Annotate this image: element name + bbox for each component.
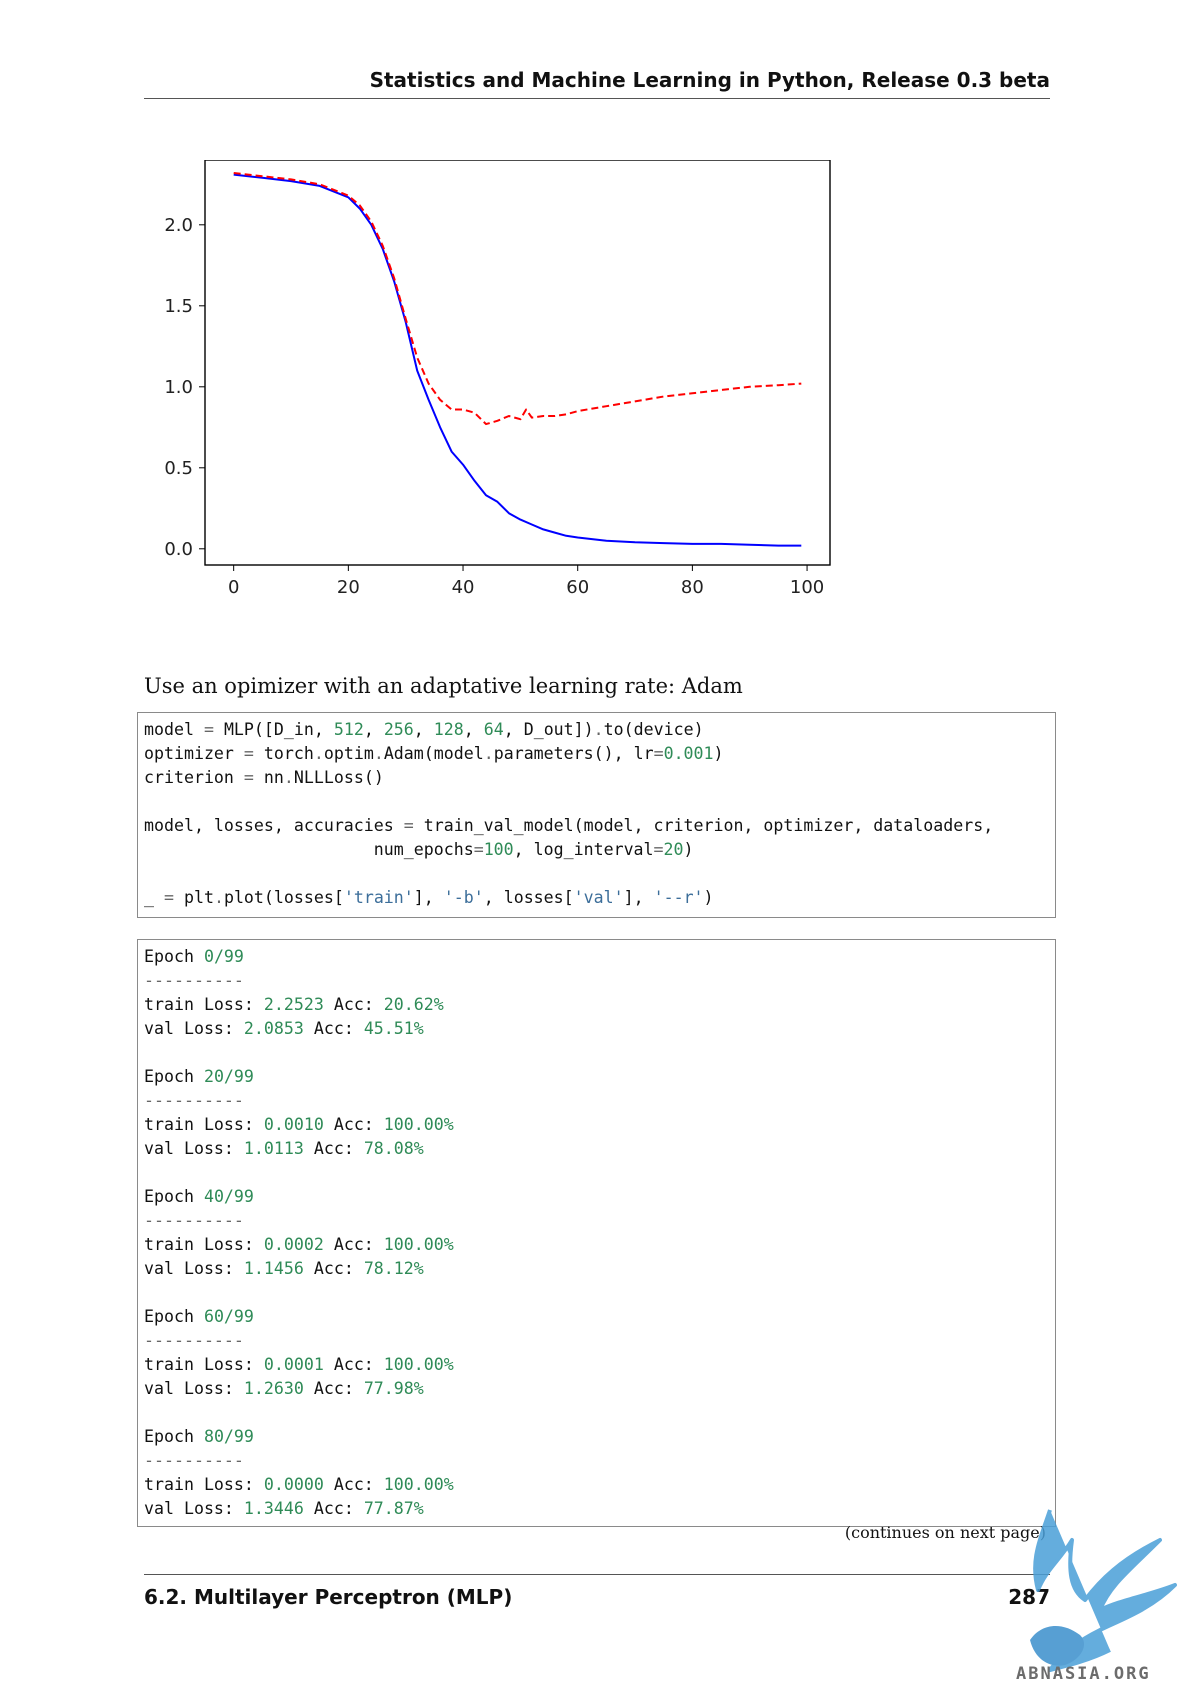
code-output-line: Epoch 60/99	[144, 1307, 254, 1326]
x-tick-label: 60	[566, 577, 589, 598]
code-output-line: Epoch 0/99	[144, 947, 244, 966]
code-input-line: model = MLP([D_in, 512, 256, 128, 64, D_…	[144, 720, 704, 739]
watermark-logo	[1030, 1509, 1177, 1672]
x-tick-label: 0	[228, 577, 239, 598]
y-tick-label: 1.5	[164, 296, 193, 317]
code-output-line: ----------	[144, 1331, 244, 1350]
plot-frame	[204, 159, 831, 566]
code-output-block: Epoch 0/99 ---------- train Loss: 2.2523…	[137, 939, 1056, 1527]
y-tick-label: 2.0	[164, 215, 193, 236]
footer-section: 6.2. Multilayer Perceptron (MLP)	[144, 1585, 513, 1609]
code-output-line: val Loss: 1.3446 Acc: 77.87%	[144, 1499, 424, 1518]
code-input-line: _ = plt.plot(losses['train'], '-b', loss…	[144, 888, 714, 907]
code-output-line: train Loss: 0.0002 Acc: 100.00%	[144, 1235, 454, 1254]
code-input-block: model = MLP([D_in, 512, 256, 128, 64, D_…	[137, 712, 1056, 918]
train-loss-line	[233, 173, 802, 547]
code-output-line: Epoch 20/99	[144, 1067, 254, 1086]
griffin-body-shape	[1030, 1625, 1085, 1666]
body-text: Use an opimizer with an adaptative learn…	[144, 674, 743, 698]
code-output-line: val Loss: 1.0113 Acc: 78.08%	[144, 1139, 424, 1158]
code-input-line: criterion = nn.NLLLoss()	[144, 768, 384, 787]
code-output-line: train Loss: 0.0000 Acc: 100.00%	[144, 1475, 454, 1494]
code-output-line: train Loss: 0.0010 Acc: 100.00%	[144, 1115, 454, 1134]
x-tick-label: 20	[337, 577, 360, 598]
code-output-line: ----------	[144, 1091, 244, 1110]
continues-note: (continues on next page)	[844, 1523, 1046, 1542]
y-tick-label: 0.0	[164, 539, 193, 560]
code-input-line: model, losses, accuracies = train_val_mo…	[144, 816, 994, 835]
val-loss-line	[233, 172, 802, 426]
x-tick-label: 80	[681, 577, 704, 598]
x-tick-label: 100	[790, 577, 824, 598]
code-output: Epoch 0/99 ---------- train Loss: 2.2523…	[138, 940, 1055, 1526]
page-footer: 6.2. Multilayer Perceptron (MLP) 287	[144, 1574, 1050, 1615]
watermark-text: ABNASIA.ORG	[1016, 1664, 1151, 1684]
code-output-line: val Loss: 2.0853 Acc: 45.51%	[144, 1019, 424, 1038]
code-output-line: ----------	[144, 1451, 244, 1470]
code-output-line: val Loss: 1.2630 Acc: 77.98%	[144, 1379, 424, 1398]
y-tick-label: 1.0	[164, 377, 193, 398]
code-input: model = MLP([D_in, 512, 256, 128, 64, D_…	[138, 713, 1055, 915]
code-output-line: ----------	[144, 1211, 244, 1230]
page-number: 287	[1008, 1585, 1050, 1609]
y-tick-label: 0.5	[164, 458, 193, 479]
page-header: Statistics and Machine Learning in Pytho…	[144, 64, 1050, 99]
header-title: Statistics and Machine Learning in Pytho…	[369, 68, 1050, 92]
code-output-line: val Loss: 1.1456 Acc: 78.12%	[144, 1259, 424, 1278]
loss-chart-svg: 0 20 40 60 80 100 0.0 0.5 1.0 1.5 2.0	[164, 159, 831, 598]
x-tick-label: 40	[452, 577, 475, 598]
code-output-line: Epoch 80/99	[144, 1427, 254, 1446]
code-input-line: optimizer = torch.optim.Adam(model.param…	[144, 744, 724, 763]
code-input-line: num_epochs=100, log_interval=20)	[144, 840, 694, 859]
code-output-line: train Loss: 2.2523 Acc: 20.62%	[144, 995, 444, 1014]
code-output-line: ----------	[144, 971, 244, 990]
code-output-line: Epoch 40/99	[144, 1187, 254, 1206]
code-output-line: train Loss: 0.0001 Acc: 100.00%	[144, 1355, 454, 1374]
loss-chart: 0 20 40 60 80 100 0.0 0.5 1.0 1.5 2.0	[140, 159, 900, 654]
